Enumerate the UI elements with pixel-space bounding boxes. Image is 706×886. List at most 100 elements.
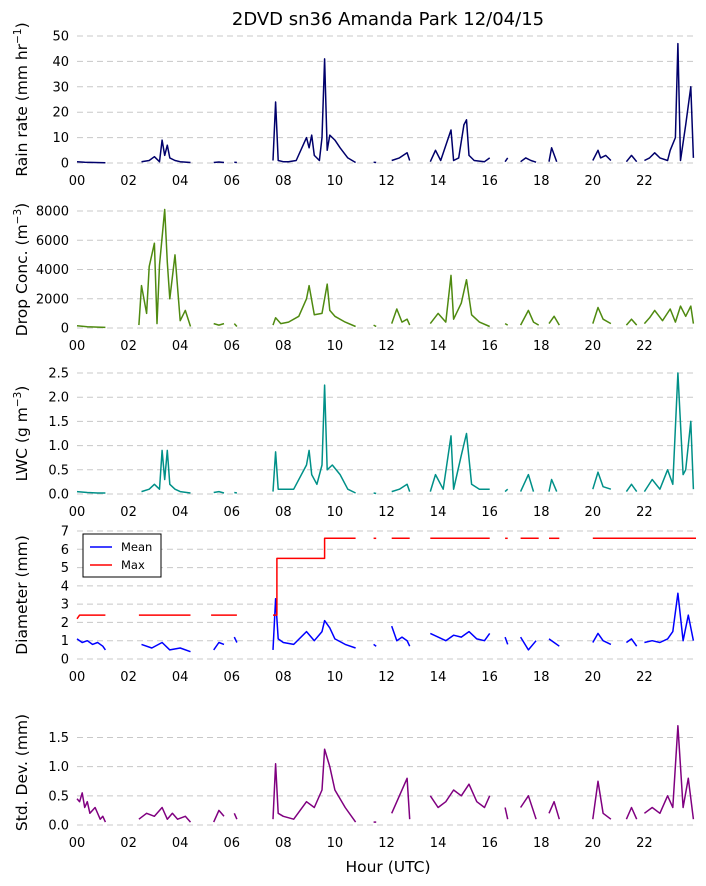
y-tick-label: 2 xyxy=(61,616,69,631)
series-line xyxy=(234,491,238,494)
series-line-mean xyxy=(504,636,509,645)
x-tick-label: 00 xyxy=(69,339,86,354)
x-tick-label: 14 xyxy=(430,505,447,520)
y-tick-label: 40 xyxy=(52,55,69,70)
series-line xyxy=(429,274,490,328)
y-tick-label: 1.0 xyxy=(48,760,69,775)
series-line-max xyxy=(76,614,106,620)
y-axis-label: Drop Conc. (m−3) xyxy=(12,203,31,336)
y-axis-label-superscript: −3 xyxy=(12,392,24,407)
series-line xyxy=(519,473,535,492)
y-axis-label-text: Drop Conc. (m xyxy=(13,224,31,336)
y-tick-label: 0.5 xyxy=(48,789,69,804)
series-line-mean xyxy=(76,638,107,651)
panel-5: 0.0 0.5 1.0 1.5 00 02 04 06 08 10 12 14 16 18 20 22 Std.… xyxy=(13,714,696,851)
y-tick-label: 0 xyxy=(61,157,69,172)
x-tick-label: 14 xyxy=(430,670,447,685)
series-line xyxy=(391,152,411,162)
y-axis-label-superscript: −1 xyxy=(12,28,24,43)
x-tick-label: 20 xyxy=(585,505,602,520)
y-axis-label-end: ) xyxy=(13,22,31,28)
series-line xyxy=(76,490,106,494)
series-line xyxy=(625,318,638,326)
legend-label-max: Max xyxy=(121,558,145,572)
x-tick-label: 06 xyxy=(223,670,240,685)
x-tick-label: 00 xyxy=(69,174,86,189)
panel-1: 0 10 20 30 40 50 00 02 04 06 08 10 12 14 16 18 20 22 Rain … xyxy=(12,22,696,189)
series-line-mean xyxy=(233,636,238,643)
x-tick-label: 18 xyxy=(533,836,550,851)
series-line xyxy=(643,725,695,820)
y-axis-label-text: LWC (g m xyxy=(13,407,31,481)
series-line-mean xyxy=(390,625,411,647)
series-line xyxy=(429,783,491,809)
series-line xyxy=(548,478,558,492)
series-line-mean xyxy=(644,592,695,644)
series-line xyxy=(213,322,225,326)
y-axis-label: Diameter (mm) xyxy=(13,535,31,655)
series-line xyxy=(548,147,558,162)
series-line xyxy=(625,483,638,493)
series-line xyxy=(504,157,509,163)
x-tick-label: 16 xyxy=(481,174,498,189)
y-tick-label: 20 xyxy=(52,106,69,121)
x-tick-label: 10 xyxy=(327,836,344,851)
x-tick-label: 18 xyxy=(533,174,550,189)
y-tick-label: 0.0 xyxy=(48,819,69,834)
x-tick-label: 12 xyxy=(378,505,395,520)
y-axis-label: Std. Dev. (mm) xyxy=(13,714,31,831)
series-line xyxy=(548,315,560,326)
chart-title: 2DVD sn36 Amanda Park 12/04/15 xyxy=(232,9,544,30)
series-line xyxy=(213,161,225,164)
x-tick-label: 22 xyxy=(636,670,653,685)
series-line xyxy=(233,323,238,328)
series-line xyxy=(213,490,225,494)
series-line xyxy=(504,322,509,326)
series-line xyxy=(519,309,540,326)
x-tick-label: 20 xyxy=(585,836,602,851)
x-tick-label: 04 xyxy=(172,174,189,189)
y-tick-label: 1.5 xyxy=(48,415,69,430)
y-tick-label: 6000 xyxy=(36,234,69,249)
x-tick-label: 06 xyxy=(223,174,240,189)
series-line-mean xyxy=(625,638,638,647)
x-tick-label: 16 xyxy=(481,339,498,354)
y-tick-label: 5 xyxy=(61,561,69,576)
series-line xyxy=(272,58,356,164)
y-axis-label-end: ) xyxy=(13,386,31,392)
legend: Mean Max xyxy=(82,533,162,578)
series-line xyxy=(643,372,695,493)
x-tick-label: 00 xyxy=(69,505,86,520)
x-tick-label: 22 xyxy=(636,174,653,189)
x-tick-label: 12 xyxy=(378,174,395,189)
series-line-mean xyxy=(141,641,191,653)
series-line xyxy=(520,157,537,163)
x-tick-label: 10 xyxy=(327,339,344,354)
x-tick-label: 06 xyxy=(223,836,240,851)
x-tick-label: 20 xyxy=(585,670,602,685)
y-axis-label-text: Diameter (mm) xyxy=(13,535,31,655)
y-tick-label: 1.5 xyxy=(48,731,69,746)
series-line xyxy=(625,806,638,820)
series-line xyxy=(272,748,357,823)
series-line xyxy=(519,795,537,820)
y-tick-label: 0.5 xyxy=(48,463,69,478)
series-line xyxy=(643,305,695,325)
y-tick-label: 3 xyxy=(61,598,69,613)
legend-label-mean: Mean xyxy=(121,540,152,554)
series-line xyxy=(138,208,192,327)
series-line xyxy=(592,306,612,325)
x-tick-label: 20 xyxy=(585,339,602,354)
x-tick-label: 04 xyxy=(172,670,189,685)
x-tick-label: 18 xyxy=(533,670,550,685)
x-tick-label: 08 xyxy=(275,174,292,189)
series-line-mean xyxy=(548,638,560,647)
x-tick-label: 22 xyxy=(636,339,653,354)
series-line-mean xyxy=(592,632,612,646)
y-tick-label: 6 xyxy=(61,543,69,558)
x-tick-label: 06 xyxy=(223,339,240,354)
series-line xyxy=(373,324,377,328)
x-tick-label: 20 xyxy=(585,174,602,189)
